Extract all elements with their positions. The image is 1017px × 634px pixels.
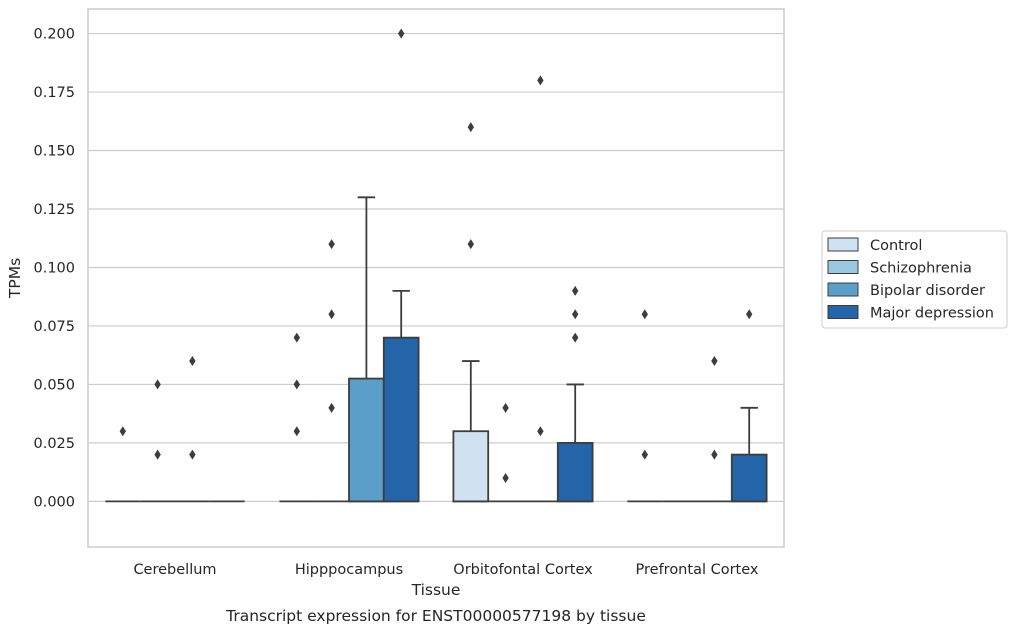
- outlier-point: [154, 449, 161, 460]
- legend-swatch: [827, 282, 859, 297]
- legend-swatch: [827, 260, 859, 274]
- chart-caption: Transcript expression for ENST0000057719…: [225, 607, 646, 625]
- box-0-3: [627, 309, 663, 503]
- y-tick-label: 0.075: [33, 319, 75, 335]
- x-tick-labels: Cerebellum Hipppocampus Orbitofontal Corte…: [133, 562, 758, 578]
- box-3-1: [382, 28, 420, 503]
- outlier-point: [189, 356, 196, 367]
- box-2-0: [175, 356, 210, 503]
- x-tick-label: Cerebellum: [133, 562, 216, 578]
- x-tick-label: Hipppocampus: [295, 562, 403, 578]
- legend-label: Schizophrenia: [870, 261, 972, 277]
- outlier-point: [572, 285, 579, 296]
- outlier-point: [572, 309, 579, 320]
- y-tick-label: 0.150: [33, 144, 75, 160]
- outlier-point: [502, 472, 509, 483]
- box-body: [556, 442, 594, 503]
- y-tick-labels: 0.000 0.025 0.050 0.075 0.100 0.125 0.150 0.175…: [33, 27, 75, 511]
- box-0-1: [279, 332, 315, 503]
- outlier-point: [328, 239, 335, 250]
- plot-frame: [87, 8, 785, 548]
- box-1-2: [488, 402, 523, 503]
- outlier-point: [293, 332, 300, 343]
- outlier-point: [711, 449, 718, 460]
- y-tick-label: 0.125: [33, 202, 75, 218]
- legend-label: Control: [870, 238, 922, 254]
- box-2-3: [697, 356, 732, 503]
- legend: Control Schizophrenia Bipolar disorder Majo…: [821, 230, 1008, 329]
- legend-swatch: [827, 237, 859, 252]
- box-2-1: [348, 196, 385, 503]
- outlier-point: [572, 332, 579, 343]
- legend-label: Major depression: [870, 306, 994, 322]
- y-tick-label: 0.200: [33, 27, 75, 43]
- x-tick-label: Orbitofontal Cortex: [453, 562, 593, 578]
- outlier-point: [154, 379, 161, 390]
- legend-swatch: [827, 305, 859, 319]
- grid-lines: [88, 32, 784, 502]
- x-axis-label: Tissue: [411, 581, 461, 599]
- box-body: [452, 430, 490, 503]
- outlier-point: [293, 426, 300, 437]
- outlier-point: [189, 449, 196, 460]
- outlier-point: [746, 309, 753, 320]
- y-tick-label: 0.000: [33, 494, 75, 510]
- y-tick-label: 0.175: [33, 85, 75, 101]
- box-1-0: [140, 379, 175, 503]
- box-groups: [105, 28, 768, 503]
- outlier-point: [502, 402, 509, 413]
- y-tick-label: 0.025: [33, 436, 75, 452]
- box-body: [348, 377, 385, 503]
- x-tick-label: Prefrontal Cortex: [636, 562, 759, 578]
- outlier-point: [641, 309, 648, 320]
- box-3-2: [556, 285, 594, 503]
- outlier-point: [119, 426, 126, 437]
- box-0-0: [105, 426, 141, 503]
- box-body: [382, 336, 420, 503]
- outlier-point: [293, 379, 300, 390]
- outlier-point: [467, 239, 474, 250]
- legend-label: Bipolar disorder: [870, 283, 985, 299]
- outlier-point: [467, 122, 474, 133]
- outlier-point: [641, 449, 648, 460]
- outlier-point: [537, 426, 544, 437]
- legend-frame: [821, 230, 1008, 329]
- y-tick-label: 0.100: [33, 260, 75, 276]
- outlier-point: [711, 356, 718, 367]
- y-axis-label: TPMs: [6, 258, 24, 299]
- outlier-point: [537, 75, 544, 86]
- box-0-2: [452, 122, 490, 503]
- outlier-point: [328, 402, 335, 413]
- box-2-2: [523, 75, 558, 503]
- outlier-point: [398, 28, 405, 39]
- y-tick-label: 0.050: [33, 377, 75, 393]
- box-body: [730, 453, 768, 503]
- box-3-3: [730, 309, 768, 503]
- box-1-1: [314, 239, 349, 503]
- outlier-point: [328, 309, 335, 320]
